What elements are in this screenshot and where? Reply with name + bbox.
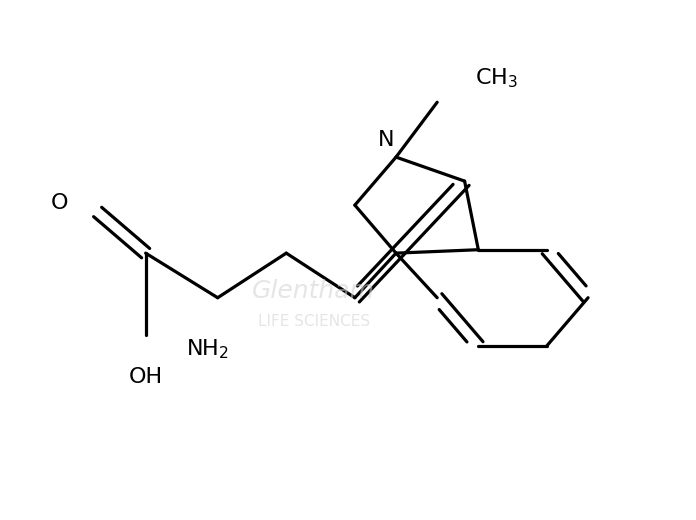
Text: N: N — [377, 130, 394, 150]
Text: CH$_3$: CH$_3$ — [475, 67, 518, 90]
Text: O: O — [52, 193, 69, 213]
Text: OH: OH — [129, 367, 163, 386]
Text: LIFE SCIENCES: LIFE SCIENCES — [258, 314, 370, 329]
Text: Glentham: Glentham — [252, 279, 375, 303]
Text: NH$_2$: NH$_2$ — [186, 337, 229, 361]
